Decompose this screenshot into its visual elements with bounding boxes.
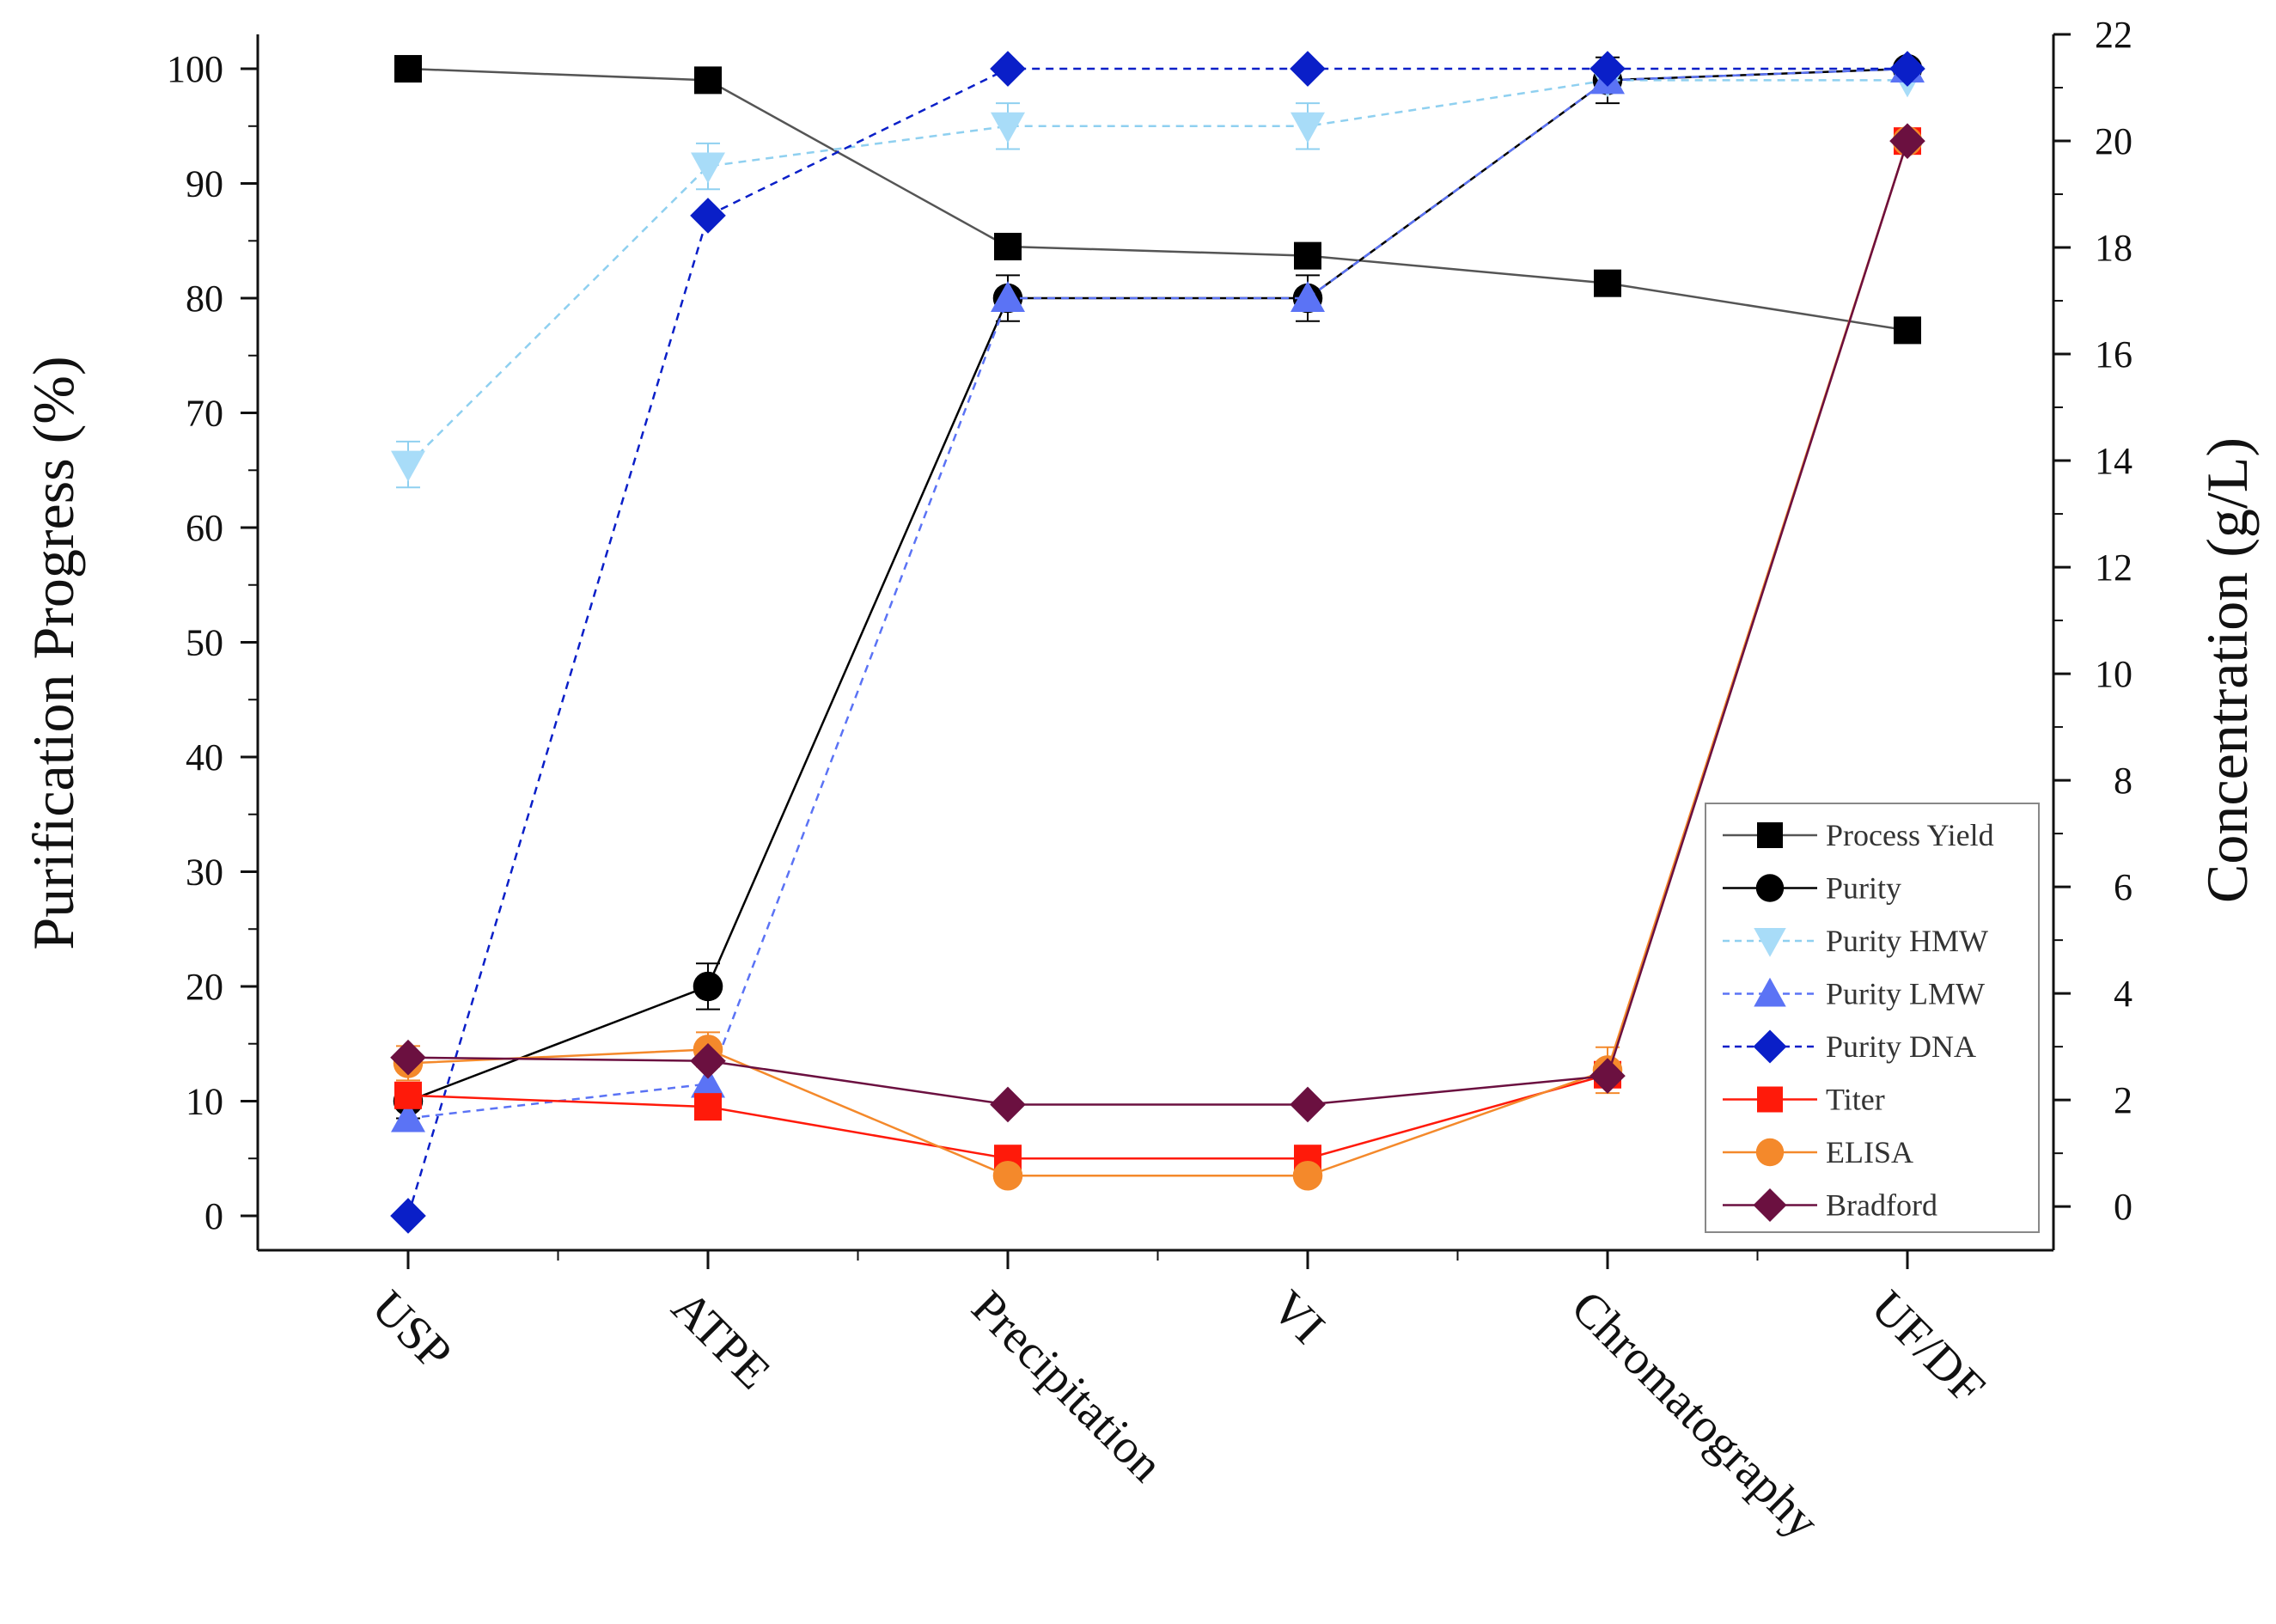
data-point [1889, 51, 1925, 87]
legend-label: Process Yield [1826, 818, 1994, 852]
axes: 0 10 20 30 40 50 60 70 80 90 100 0 2 4 6 8 10 12 14 16 18 20 2… [167, 14, 2133, 1549]
y-left-tick-label: 20 [186, 966, 223, 1008]
data-point [1889, 123, 1925, 159]
data-point [690, 1042, 726, 1079]
data-point [991, 112, 1025, 143]
series-line [407, 140, 1909, 1160]
series-line [406, 67, 1907, 1217]
data-point [1290, 51, 1326, 87]
data-point [1590, 1058, 1626, 1094]
y-right-tick-label: 12 [2095, 546, 2133, 589]
legend-marker [1757, 822, 1783, 848]
legend-label: Titer [1826, 1083, 1885, 1117]
data-point [391, 450, 425, 482]
y-right-tick-label: 22 [2095, 14, 2133, 56]
y-left-tick-label: 70 [186, 393, 223, 435]
y-right-tick-label: 14 [2095, 440, 2133, 482]
series-line [407, 140, 1909, 1106]
legend-marker [1754, 928, 1786, 957]
legend-marker [1757, 1086, 1783, 1113]
data-point [1594, 269, 1621, 297]
y-left-tick-label: 100 [167, 48, 223, 90]
series-line [407, 67, 1908, 1120]
y-left-tick-label: 80 [186, 278, 223, 320]
legend-label: Purity LMW [1826, 977, 1985, 1011]
series-line [407, 140, 1909, 1177]
legend-label: Purity HMW [1826, 924, 1988, 958]
x-category-label: UF/DF [1861, 1280, 1995, 1414]
y-right-tick-label: 6 [2114, 866, 2133, 908]
y-left-tick-label: 0 [204, 1195, 223, 1237]
data-point [991, 281, 1025, 313]
legend-marker [1755, 1138, 1785, 1167]
data-point [694, 1093, 722, 1121]
legend-marker [1754, 977, 1786, 1007]
y-left-tick-label: 50 [186, 622, 223, 664]
y-right-tick-label: 0 [2114, 1186, 2133, 1228]
data-point [691, 1066, 725, 1098]
x-category-label: USP [362, 1280, 461, 1380]
y-right-tick-label: 4 [2114, 973, 2133, 1015]
data-point [390, 1039, 426, 1076]
data-point [693, 971, 723, 1002]
legend-marker [1755, 874, 1785, 902]
series-line [407, 67, 1908, 1102]
y-right-tick-label: 8 [2114, 760, 2133, 802]
plot-area [390, 51, 1925, 1234]
y-right-tick-label: 18 [2095, 227, 2133, 269]
data-point [690, 198, 726, 234]
data-point [990, 1086, 1026, 1123]
y-left-tick-label: 10 [186, 1080, 223, 1122]
data-point [1291, 112, 1325, 143]
data-point [990, 51, 1026, 87]
y-axis-right-title: Concentration (g/L) [2194, 437, 2260, 903]
legend-marker [1753, 1188, 1787, 1222]
x-category-label: ATPE [662, 1280, 780, 1399]
y-left-tick-label: 90 [186, 163, 223, 205]
y-right-tick-label: 10 [2095, 653, 2133, 695]
data-point [1590, 51, 1626, 87]
data-point [994, 232, 1022, 260]
y-axis-left-title: Purification Progress (%) [21, 356, 86, 949]
legend-marker [1753, 1029, 1787, 1064]
data-point [1292, 1160, 1323, 1191]
data-point [390, 1198, 426, 1234]
legend-label: ELISA [1826, 1135, 1913, 1169]
series-line [407, 79, 1907, 466]
legend-label: Purity DNA [1826, 1029, 1976, 1064]
y-left-tick-label: 30 [186, 851, 223, 893]
y-left-tick-label: 40 [186, 736, 223, 778]
data-point [992, 1160, 1023, 1191]
data-point [1894, 316, 1921, 345]
y-right-tick-label: 16 [2095, 333, 2133, 375]
data-point [1290, 1086, 1326, 1123]
y-right-tick-label: 2 [2114, 1079, 2133, 1121]
data-point [394, 1081, 422, 1109]
x-category-label: VI [1261, 1280, 1335, 1354]
y-right-tick-label: 20 [2095, 120, 2133, 162]
legend-label: Purity [1826, 871, 1901, 906]
x-category-label: Chromatography [1561, 1280, 1829, 1548]
x-category-label: Precipitation [961, 1280, 1173, 1492]
data-point [394, 55, 422, 83]
legend-label: Bradford [1826, 1188, 1937, 1223]
series-line [407, 67, 1908, 332]
data-point [391, 1101, 425, 1133]
data-point [691, 152, 725, 184]
y-left-tick-label: 60 [186, 507, 223, 549]
data-point [1294, 241, 1321, 270]
data-point [694, 66, 722, 95]
data-point [1291, 281, 1325, 313]
